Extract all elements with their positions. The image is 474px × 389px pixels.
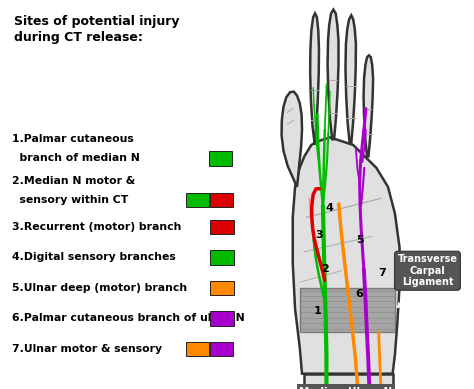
Text: Sites of potential injury
during CT release:: Sites of potential injury during CT rele… bbox=[14, 15, 180, 44]
Text: Ulnar N: Ulnar N bbox=[348, 387, 392, 389]
FancyBboxPatch shape bbox=[210, 280, 234, 295]
Text: 5: 5 bbox=[356, 235, 364, 245]
Polygon shape bbox=[282, 91, 302, 187]
Text: 4.Digital sensory branches: 4.Digital sensory branches bbox=[12, 252, 175, 263]
FancyBboxPatch shape bbox=[186, 342, 209, 356]
Text: 6: 6 bbox=[355, 289, 363, 299]
Polygon shape bbox=[346, 15, 356, 143]
Polygon shape bbox=[293, 137, 400, 374]
Polygon shape bbox=[310, 14, 319, 145]
Polygon shape bbox=[328, 10, 338, 139]
Text: Transverse
Carpal
Ligament: Transverse Carpal Ligament bbox=[398, 254, 457, 307]
Text: Median N: Median N bbox=[300, 387, 355, 389]
Text: 7.Ulnar motor & sensory: 7.Ulnar motor & sensory bbox=[12, 344, 162, 354]
Text: 1: 1 bbox=[313, 306, 321, 316]
Text: 3: 3 bbox=[316, 230, 323, 240]
Text: 2.Median N motor &: 2.Median N motor & bbox=[12, 176, 135, 186]
FancyBboxPatch shape bbox=[210, 220, 234, 234]
Text: 4: 4 bbox=[326, 203, 334, 213]
Polygon shape bbox=[364, 55, 373, 156]
FancyBboxPatch shape bbox=[209, 151, 232, 166]
FancyBboxPatch shape bbox=[210, 250, 234, 265]
FancyBboxPatch shape bbox=[210, 342, 233, 356]
Text: branch of median N: branch of median N bbox=[12, 153, 139, 163]
Text: 3.Recurrent (motor) branch: 3.Recurrent (motor) branch bbox=[12, 222, 181, 232]
Text: 5.Ulnar deep (motor) branch: 5.Ulnar deep (motor) branch bbox=[12, 283, 187, 293]
Text: 1.Palmar cutaneous: 1.Palmar cutaneous bbox=[12, 134, 134, 144]
Text: 2: 2 bbox=[321, 264, 329, 274]
FancyBboxPatch shape bbox=[186, 193, 209, 207]
Text: sensory within CT: sensory within CT bbox=[12, 195, 128, 205]
Bar bbox=[300, 288, 395, 332]
FancyBboxPatch shape bbox=[210, 311, 234, 326]
Text: 7: 7 bbox=[378, 268, 386, 278]
Text: 6.Palmar cutaneous branch of ulnar N: 6.Palmar cutaneous branch of ulnar N bbox=[12, 314, 245, 323]
Polygon shape bbox=[304, 374, 392, 389]
FancyBboxPatch shape bbox=[210, 193, 233, 207]
